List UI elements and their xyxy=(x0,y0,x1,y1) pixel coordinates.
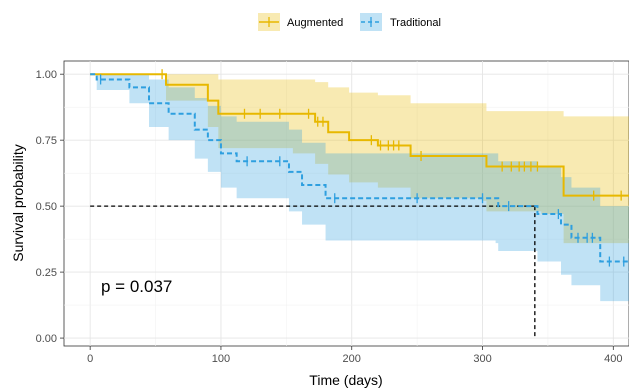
survival-curve-traditional xyxy=(90,73,629,263)
survival-curves xyxy=(90,73,629,263)
median-reference-lines xyxy=(90,205,536,339)
y-tick-label-0: 0.00 xyxy=(36,333,57,345)
ci-band-augmented xyxy=(90,74,629,244)
survival-curve-augmented xyxy=(90,73,629,197)
y-axis-title: Survival probability xyxy=(10,144,26,262)
legend: Augmented Traditional xyxy=(258,13,441,31)
p-value-annotation: p = 0.037 xyxy=(101,277,172,296)
ci-band-traditional xyxy=(90,74,629,302)
legend-label-augmented: Augmented xyxy=(287,17,343,29)
confidence-bands xyxy=(90,74,629,302)
x-tick-label-0: 0 xyxy=(87,353,93,365)
y-tick-label-1: 0.25 xyxy=(36,267,57,279)
y-tick-label-4: 1.00 xyxy=(36,69,57,81)
axis-ticks: 0 100 200 300 400 0.00 0.25 0.50 0.75 1.00 xyxy=(36,69,623,365)
legend-label-traditional: Traditional xyxy=(390,17,441,29)
x-tick-label-3: 300 xyxy=(473,353,491,365)
x-tick-label-1: 100 xyxy=(212,353,230,365)
x-axis-title: Time (days) xyxy=(309,372,382,388)
x-tick-label-2: 200 xyxy=(343,353,361,365)
x-tick-label-4: 400 xyxy=(604,353,622,365)
y-tick-label-3: 0.75 xyxy=(36,135,57,147)
y-tick-label-2: 0.50 xyxy=(36,201,57,213)
censor-marks xyxy=(99,69,625,267)
grid xyxy=(64,61,629,346)
